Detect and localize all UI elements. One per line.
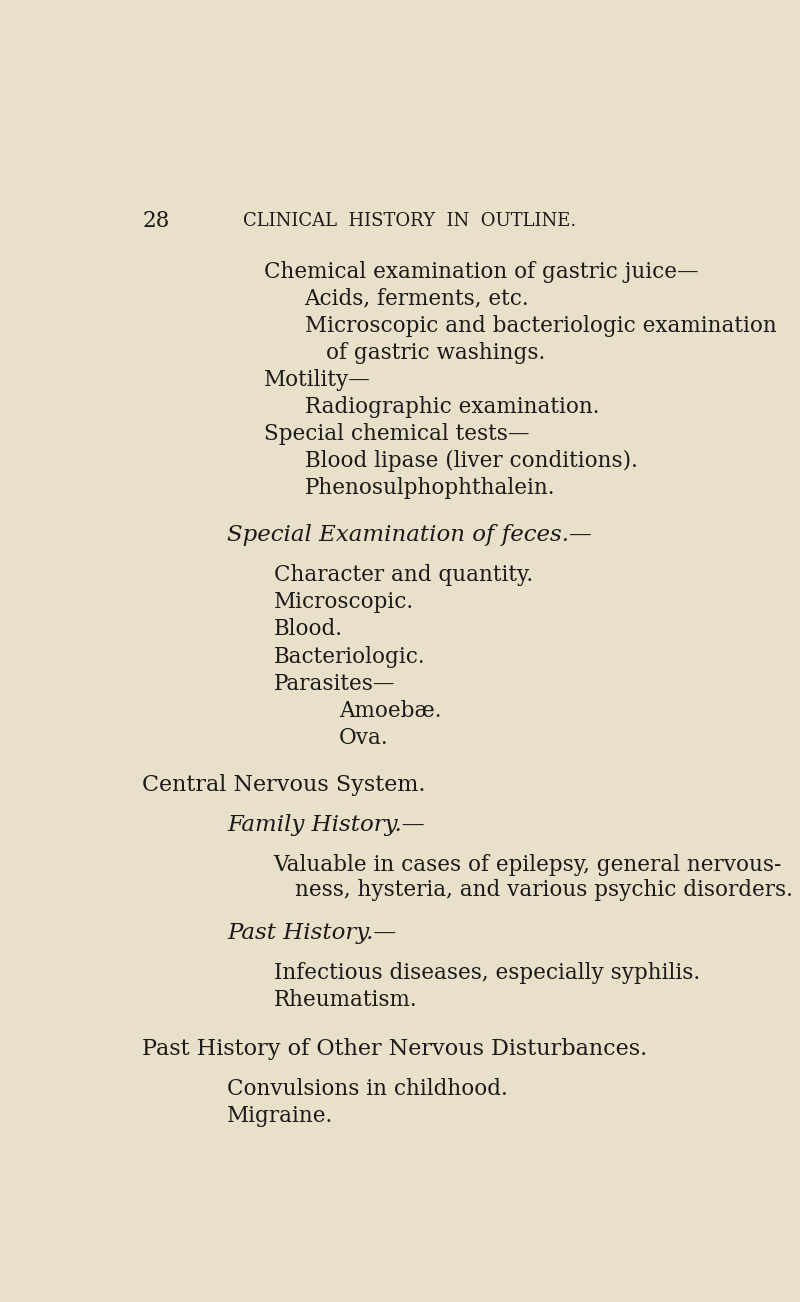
Text: Family History.—: Family History.—: [227, 814, 425, 836]
Text: Central Nervous System.: Central Nervous System.: [142, 773, 426, 796]
Text: Valuable in cases of epilepsy, general nervous-: Valuable in cases of epilepsy, general n…: [274, 854, 782, 876]
Text: Blood lipase (liver conditions).: Blood lipase (liver conditions).: [305, 450, 638, 473]
Text: Blood.: Blood.: [274, 618, 342, 641]
Text: Special Examination of feces.—: Special Examination of feces.—: [227, 525, 592, 547]
Text: of gastric washings.: of gastric washings.: [326, 341, 546, 363]
Text: Character and quantity.: Character and quantity.: [274, 564, 533, 586]
Text: Microscopic.: Microscopic.: [274, 591, 414, 613]
Text: Acids, ferments, etc.: Acids, ferments, etc.: [305, 288, 530, 310]
Text: Infectious diseases, especially syphilis.: Infectious diseases, especially syphilis…: [274, 962, 700, 984]
Text: Motility—: Motility—: [264, 368, 371, 391]
Text: Past History of Other Nervous Disturbances.: Past History of Other Nervous Disturbanc…: [142, 1038, 647, 1060]
Text: ness, hysteria, and various psychic disorders.: ness, hysteria, and various psychic diso…: [295, 879, 793, 901]
Text: Special chemical tests—: Special chemical tests—: [264, 423, 530, 445]
Text: Ova.: Ova.: [338, 727, 388, 749]
Text: Amoebæ.: Amoebæ.: [338, 699, 442, 721]
Text: Migraine.: Migraine.: [227, 1104, 334, 1126]
Text: Convulsions in childhood.: Convulsions in childhood.: [227, 1078, 508, 1100]
Text: Bacteriologic.: Bacteriologic.: [274, 646, 426, 668]
Text: CLINICAL  HISTORY  IN  OUTLINE.: CLINICAL HISTORY IN OUTLINE.: [243, 212, 577, 230]
Text: Radiographic examination.: Radiographic examination.: [305, 396, 599, 418]
Text: 28: 28: [142, 211, 170, 232]
Text: Phenosulphophthalein.: Phenosulphophthalein.: [305, 477, 555, 499]
Text: Microscopic and bacteriologic examination: Microscopic and bacteriologic examinatio…: [305, 315, 776, 337]
Text: Rheumatism.: Rheumatism.: [274, 990, 418, 1012]
Text: Past History.—: Past History.—: [227, 922, 396, 944]
Text: Chemical examination of gastric juice—: Chemical examination of gastric juice—: [264, 260, 699, 283]
Text: Parasites—: Parasites—: [274, 673, 395, 694]
